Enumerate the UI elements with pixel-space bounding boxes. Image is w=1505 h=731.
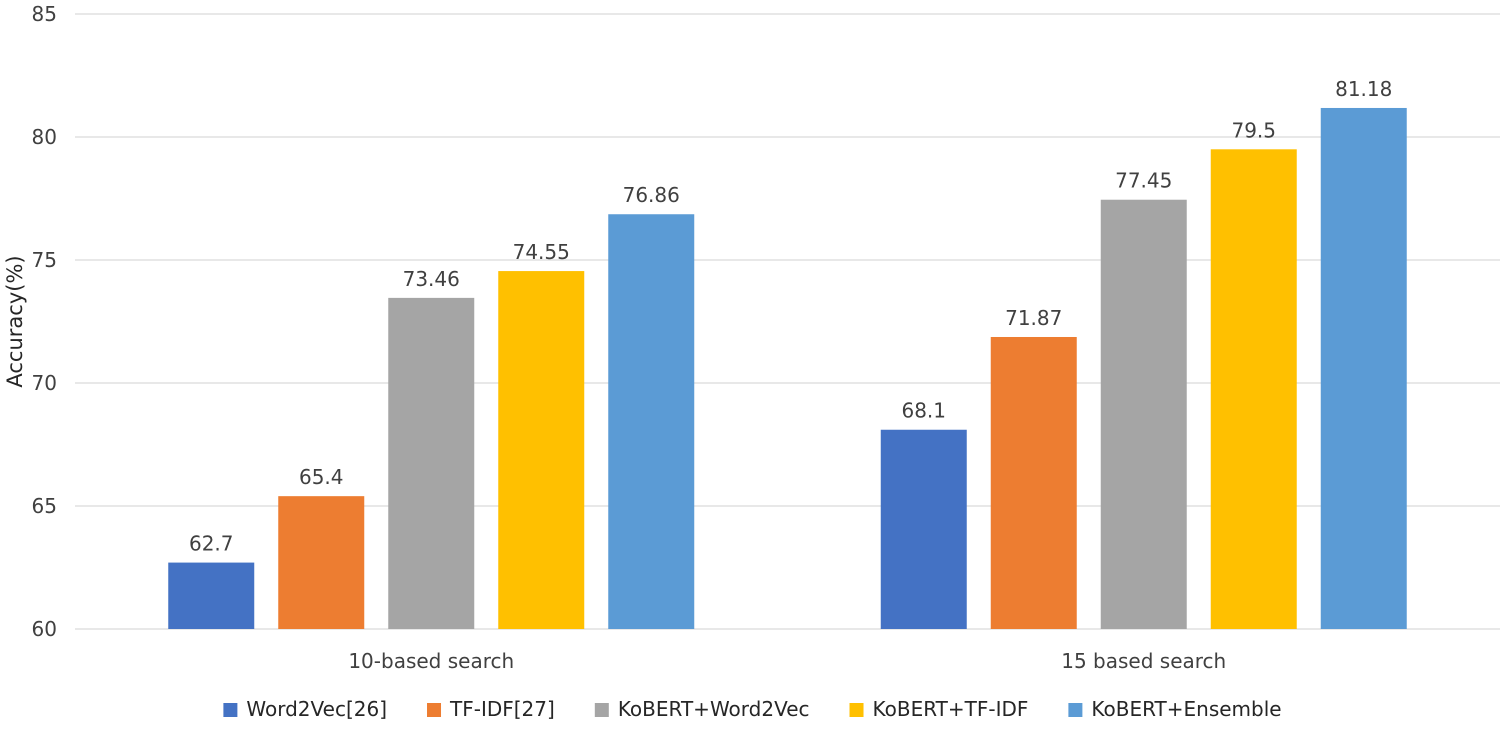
data-label: 68.1 xyxy=(901,399,946,423)
bar xyxy=(608,214,695,629)
bar xyxy=(1320,107,1407,630)
legend-label: TF-IDF[27] xyxy=(449,697,555,721)
legend-item: KoBERT+Word2Vec xyxy=(594,697,810,721)
data-label: 73.46 xyxy=(403,267,460,291)
legend-swatch xyxy=(849,703,864,717)
legend-item: Word2Vec[26] xyxy=(223,697,387,721)
y-axis-title: Accuracy(%) xyxy=(3,255,27,387)
bar xyxy=(388,297,475,629)
legend-item: KoBERT+Ensemble xyxy=(1068,697,1282,721)
data-label: 79.5 xyxy=(1231,118,1276,142)
legend: Word2Vec[26] TF-IDF[27] KoBERT+Word2Vec KoB… xyxy=(223,697,1282,721)
bar xyxy=(1210,149,1297,630)
y-tick-label: 70 xyxy=(32,371,57,395)
legend-label: KoBERT+Word2Vec xyxy=(618,697,810,721)
y-axis-ticks: 60 65 70 75 80 85 xyxy=(32,2,57,641)
legend-swatch xyxy=(1068,703,1083,717)
data-label: 77.45 xyxy=(1115,169,1172,193)
x-category-label: 10-based search xyxy=(348,649,514,673)
y-tick-label: 60 xyxy=(32,617,57,641)
y-tick-label: 65 xyxy=(32,494,57,518)
legend-item: TF-IDF[27] xyxy=(427,697,555,721)
bar xyxy=(168,562,255,629)
bar xyxy=(278,496,365,629)
y-tick-label: 85 xyxy=(32,2,57,26)
data-label: 74.55 xyxy=(513,240,570,264)
legend-swatch xyxy=(427,703,442,717)
bar xyxy=(498,271,585,629)
x-category-label: 15 based search xyxy=(1061,649,1226,673)
bar xyxy=(1100,199,1187,630)
data-label: 71.87 xyxy=(1005,306,1062,330)
legend-label: KoBERT+TF-IDF xyxy=(873,697,1029,721)
legend-label: KoBERT+Ensemble xyxy=(1091,697,1281,721)
y-tick-label: 80 xyxy=(32,125,57,149)
bar xyxy=(990,336,1077,629)
data-label: 65.4 xyxy=(299,465,344,489)
data-label: 62.7 xyxy=(189,532,234,556)
data-label: 81.18 xyxy=(1335,77,1392,101)
data-labels: 62.7 65.4 73.46 74.55 76.86 68.1 71.87 77.45 79.… xyxy=(189,77,1392,556)
bars xyxy=(168,107,1407,630)
legend-swatch xyxy=(223,703,238,717)
bar xyxy=(880,429,967,629)
data-label: 76.86 xyxy=(623,183,680,207)
legend-item: KoBERT+TF-IDF xyxy=(849,697,1029,721)
y-tick-label: 75 xyxy=(32,248,57,272)
legend-label: Word2Vec[26] xyxy=(246,697,387,721)
x-axis-categories: 10-based search 15 based search xyxy=(348,649,1226,673)
legend-swatch xyxy=(594,703,609,717)
